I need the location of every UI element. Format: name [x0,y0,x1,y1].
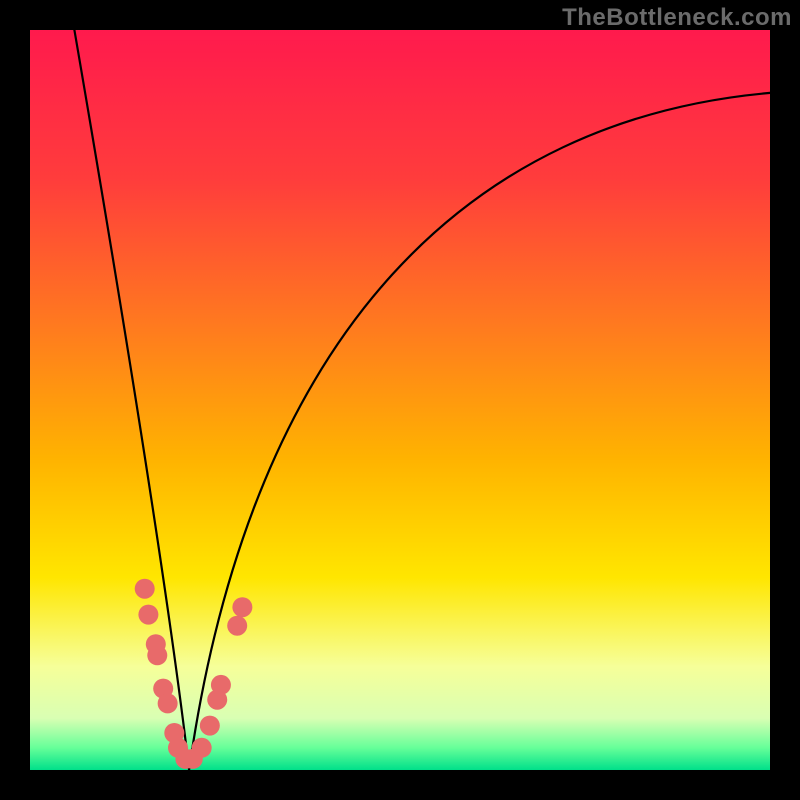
data-marker [192,738,212,758]
chart-container: TheBottleneck.com [0,0,800,800]
data-marker [135,579,155,599]
bottleneck-chart [0,0,800,800]
attribution-text: TheBottleneck.com [562,4,792,32]
data-marker [211,675,231,695]
data-marker [232,597,252,617]
data-marker [138,605,158,625]
gradient-background [30,30,770,770]
data-marker [227,616,247,636]
data-marker [147,645,167,665]
data-marker [200,716,220,736]
data-marker [158,693,178,713]
